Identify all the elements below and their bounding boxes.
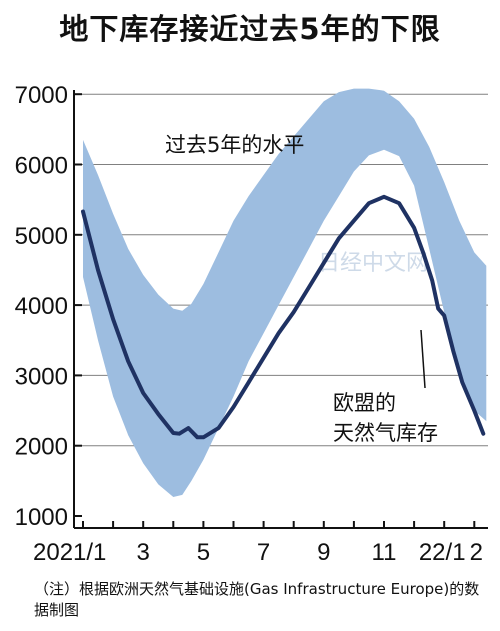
x-tick-label: 2 <box>470 539 483 566</box>
series-label-line-2: 天然气库存 <box>333 421 438 445</box>
chart-svg: 日经中文网 过去5年的水平 欧盟的 天然气库存 1000 2000 3000 4000… <box>15 82 488 566</box>
x-tick-label: 7 <box>257 539 270 566</box>
x-tick-label: 3 <box>137 539 150 566</box>
x-tick-label: 9 <box>317 539 330 566</box>
x-tick-label: 11 <box>372 539 397 566</box>
y-tick-label-5000: 5000 <box>15 223 68 250</box>
chart-title: 地下库存接近过去5年的下限 <box>59 12 441 46</box>
source-note: （注）根据欧洲天然气基础设施(Gas Infrastructure Europe… <box>34 580 480 619</box>
band-label: 过去5年的水平 <box>165 133 304 157</box>
y-axis-ticks: 1000 2000 3000 4000 5000 6000 7000 <box>15 82 82 531</box>
x-tick-label: 5 <box>197 539 210 566</box>
eu-storage-line <box>81 194 486 440</box>
y-tick-label-3000: 3000 <box>15 363 68 390</box>
y-tick-label-2000: 2000 <box>15 434 68 461</box>
five-year-range-band <box>83 88 487 497</box>
series-label-line-1: 欧盟的 <box>333 391 396 415</box>
y-tick-label-1000: 1000 <box>15 504 68 531</box>
watermark-text: 日经中文网 <box>318 251 428 276</box>
y-tick-label-6000: 6000 <box>15 153 68 180</box>
x-axis-ticks: 2021/1 3 5 7 9 11 22/1 2 <box>33 521 483 566</box>
annotation-callout-line <box>420 329 426 389</box>
x-tick-label: 2021/1 <box>33 539 106 566</box>
y-tick-label-4000: 4000 <box>15 293 68 320</box>
y-tick-label-7000: 7000 <box>15 82 68 109</box>
x-tick-label: 22/1 <box>419 539 466 566</box>
